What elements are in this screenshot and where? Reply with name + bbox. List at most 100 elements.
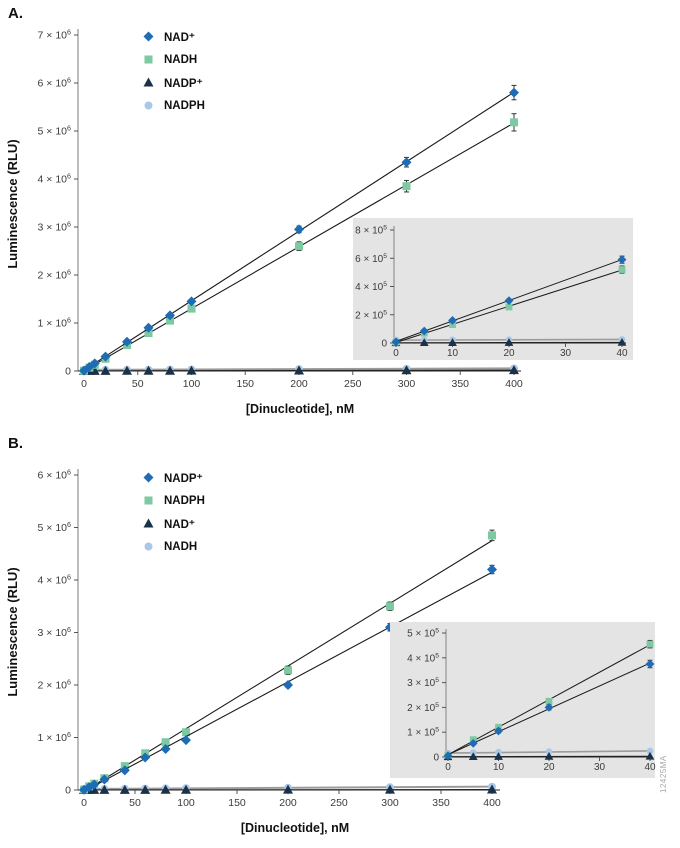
svg-text:3 × 106: 3 × 106 xyxy=(38,626,72,639)
panel-b-chart: Luminescence (RLU) [Dinucleotide], nM 0 1… xyxy=(5,469,656,836)
svg-text:0: 0 xyxy=(381,339,387,350)
panel-b-xlabel: [Dinucleotide], nM xyxy=(241,821,349,835)
inset-chart: 0 1 × 105 2 × 105 3 × 105 4 × 105 5 × 105 0 10 2… xyxy=(390,622,656,778)
legend-item-nadp: NADP⁺ xyxy=(142,71,205,94)
svg-text:350: 350 xyxy=(432,797,450,809)
svg-text:40: 40 xyxy=(616,348,628,359)
legend-item-label: NADPH xyxy=(164,494,205,507)
svg-text:4 × 105: 4 × 105 xyxy=(407,652,439,664)
panel-a-chart: Luminescence (RLU) [Dinucleotide], nM 0 1… xyxy=(5,29,633,416)
legend-item-nad: NAD⁺ xyxy=(142,512,205,535)
svg-text:5 × 106: 5 × 106 xyxy=(38,521,72,534)
svg-text:5 × 105: 5 × 105 xyxy=(407,628,439,640)
svg-text:0: 0 xyxy=(433,753,439,764)
legend-item-label: NAD⁺ xyxy=(164,31,195,44)
svg-text:100: 100 xyxy=(177,797,195,809)
legend-item-label: NADH xyxy=(164,53,198,66)
svg-text:50: 50 xyxy=(129,797,141,809)
svg-text:400: 400 xyxy=(483,797,501,809)
svg-text:1 × 105: 1 × 105 xyxy=(407,727,439,739)
inset-chart: 0 2 × 105 4 × 105 6 × 105 8 × 105 0 10 20 30 40 xyxy=(353,218,633,360)
svg-text:20: 20 xyxy=(543,762,555,773)
svg-text:8 × 105: 8 × 105 xyxy=(355,225,387,237)
svg-text:4 × 106: 4 × 106 xyxy=(38,574,72,587)
svg-text:0: 0 xyxy=(81,378,87,390)
triangle-marker-icon xyxy=(143,77,154,87)
diamond-marker-icon xyxy=(143,31,154,42)
svg-text:5 × 106: 5 × 106 xyxy=(38,125,72,138)
svg-text:10: 10 xyxy=(447,348,459,359)
svg-text:350: 350 xyxy=(451,378,469,390)
y-axis: 0 1 × 105 2 × 105 3 × 105 4 × 105 5 × 105 xyxy=(407,628,447,764)
svg-text:10: 10 xyxy=(493,762,505,773)
svg-text:2 × 105: 2 × 105 xyxy=(407,702,439,714)
panel-b: B. Luminescence (RLU) [Dinucleotide], nM… xyxy=(0,430,680,848)
svg-text:4 × 105: 4 × 105 xyxy=(355,281,387,293)
svg-text:0: 0 xyxy=(65,366,71,378)
panel-b-plot-area: 0 1 × 106 2 × 106 3 × 106 4 × 106 5 × 106 6 × … xyxy=(38,469,656,810)
y-axis: 0 2 × 105 4 × 105 6 × 105 8 × 105 xyxy=(355,225,395,350)
circle-marker-icon xyxy=(144,101,153,110)
circle-marker-icon xyxy=(144,542,153,551)
y-axis: 0 1 × 106 2 × 106 3 × 106 4 × 106 5 × 106 6 × … xyxy=(38,29,79,378)
svg-text:0: 0 xyxy=(81,797,87,809)
svg-text:2 × 106: 2 × 106 xyxy=(38,679,72,692)
legend-item-label: NADH xyxy=(164,540,198,553)
svg-text:20: 20 xyxy=(503,348,515,359)
panel-a-legend: NAD⁺ NADH NADP⁺ NADPH xyxy=(142,25,205,117)
svg-text:250: 250 xyxy=(330,797,348,809)
triangle-marker-icon xyxy=(143,518,154,528)
legend-item-nadph: NADPH xyxy=(142,489,205,512)
panel-b-legend: NADP⁺ NADPH NAD⁺ NADH xyxy=(142,466,205,558)
legend-item-label: NADP⁺ xyxy=(164,472,203,485)
svg-text:3 × 105: 3 × 105 xyxy=(407,677,439,689)
svg-text:1 × 106: 1 × 106 xyxy=(38,731,72,744)
svg-text:40: 40 xyxy=(644,762,656,773)
svg-text:0: 0 xyxy=(445,762,451,773)
svg-text:0: 0 xyxy=(65,785,71,797)
legend-item-nadph: NADPH xyxy=(142,94,205,117)
series-nad xyxy=(391,255,627,347)
legend-item-nad: NAD⁺ xyxy=(142,25,205,48)
svg-text:3 × 106: 3 × 106 xyxy=(38,221,72,234)
legend-item-label: NADPH xyxy=(164,99,205,112)
square-marker-icon xyxy=(144,496,153,505)
svg-text:200: 200 xyxy=(279,797,297,809)
series-nad xyxy=(79,84,519,376)
svg-text:150: 150 xyxy=(236,378,254,390)
svg-text:200: 200 xyxy=(290,378,308,390)
svg-text:50: 50 xyxy=(132,378,144,390)
svg-text:100: 100 xyxy=(183,378,201,390)
svg-text:30: 30 xyxy=(594,762,606,773)
panel-a-plot-area: 0 1 × 106 2 × 106 3 × 106 4 × 106 5 × 106 6 × … xyxy=(38,29,633,391)
svg-text:2 × 105: 2 × 105 xyxy=(355,309,387,321)
panel-a-label: A. xyxy=(8,5,23,22)
legend-item-nadh: NADH xyxy=(142,48,205,71)
panel-a-ylabel: Luminescence (RLU) xyxy=(5,139,20,268)
svg-text:1 × 106: 1 × 106 xyxy=(38,317,72,330)
panel-b-ylabel: Luminescence (RLU) xyxy=(5,567,20,696)
svg-text:30: 30 xyxy=(560,348,572,359)
svg-text:2 × 106: 2 × 106 xyxy=(38,269,72,282)
panel-a-xlabel: [Dinucleotide], nM xyxy=(246,402,354,416)
series-nadp xyxy=(443,659,655,761)
svg-text:150: 150 xyxy=(228,797,246,809)
legend-item-nadh: NADH xyxy=(142,535,205,558)
svg-text:7 × 106: 7 × 106 xyxy=(38,29,72,42)
main-chart: 0 1 × 106 2 × 106 3 × 106 4 × 106 5 × 106 6 × … xyxy=(38,469,501,810)
main-chart: 0 1 × 106 2 × 106 3 × 106 4 × 106 5 × 106 6 × … xyxy=(38,29,523,391)
square-marker-icon xyxy=(144,55,153,64)
svg-text:300: 300 xyxy=(398,378,416,390)
y-axis: 0 1 × 106 2 × 106 3 × 106 4 × 106 5 × 106 6 × … xyxy=(38,469,79,797)
watermark: 12425MA xyxy=(659,755,668,793)
panel-a: A. Luminescence (RLU) [Dinucleotide], nM… xyxy=(5,5,633,416)
diamond-marker-icon xyxy=(143,472,154,483)
legend-item-label: NADP⁺ xyxy=(164,77,203,90)
panel-b-label: B. xyxy=(8,435,23,452)
svg-text:400: 400 xyxy=(505,378,523,390)
legend-item-label: NAD⁺ xyxy=(164,518,195,531)
svg-text:6 × 105: 6 × 105 xyxy=(355,253,387,265)
legend-item-nadp: NADP⁺ xyxy=(142,466,205,489)
svg-text:4 × 106: 4 × 106 xyxy=(38,173,72,186)
svg-text:250: 250 xyxy=(344,378,362,390)
